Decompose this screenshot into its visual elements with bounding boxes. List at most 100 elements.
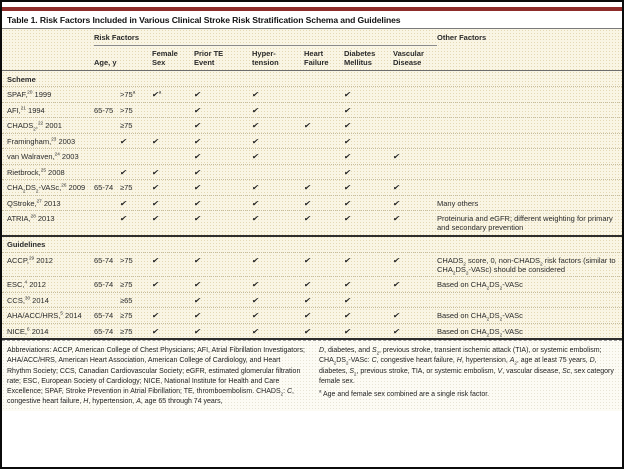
check-mark-icon: ✔ — [392, 198, 401, 208]
check-mark-icon: ✔ — [151, 198, 160, 208]
cell-prior-te-event: ✔ — [193, 152, 252, 161]
column-header-diabetes: Diabetes Mellitus — [344, 49, 376, 67]
cell-prior-te-event: ✔ — [193, 256, 252, 265]
check-mark-icon: ✔ — [303, 198, 312, 208]
table-row: CCS,30 2014 ≥65 ✔ ✔ ✔ ✔ — [2, 291, 622, 308]
age-range-high: >75 — [120, 255, 133, 265]
row-label: van Walraven,24 2003 — [7, 151, 79, 161]
cell-heart-failure: ✔ — [303, 214, 344, 223]
cell-vascular-disease: ✔ — [392, 255, 437, 265]
cell-other-factors: Based on CHA2DS2-VASc — [437, 280, 523, 291]
section-header-guidelines: Guidelines — [2, 234, 622, 252]
row-label: Framingham,23 2003 — [7, 136, 76, 146]
row-label: ATRIA,28 2013 — [7, 213, 55, 223]
check-mark-icon: ✔ — [343, 183, 352, 192]
cell-female-sex: ✔a — [151, 89, 162, 99]
check-mark-icon: ✔ — [151, 90, 160, 99]
footnote-right-column: D, diabetes, and S2, previous stroke, tr… — [319, 346, 617, 411]
cell-hypertension: ✔ — [251, 90, 304, 99]
footnote-a: a Age and female sex combined are a sing… — [319, 388, 490, 399]
cell-vascular-disease: ✔ — [392, 183, 437, 192]
column-header-vascular: Vascular Disease — [393, 49, 424, 67]
check-mark-icon: ✔ — [343, 326, 352, 336]
cell-hypertension: ✔ — [251, 311, 304, 320]
row-label: AHA/ACC/HRS,5 2014 — [7, 310, 82, 320]
check-mark-icon: ✔ — [251, 136, 260, 146]
check-mark-icon: ✔ — [151, 326, 160, 336]
table-row: AHA/ACC/HRS,5 2014 65-74 ≥75 ✔ ✔ ✔ ✔ ✔ ✔ Based on… — [2, 307, 622, 323]
cell-diabetes: ✔ — [343, 198, 393, 208]
cell-hypertension: ✔ — [251, 121, 304, 130]
cell-heart-failure: ✔ — [303, 121, 344, 130]
check-mark-icon: ✔ — [392, 214, 401, 223]
cell-vascular-disease: ✔ — [392, 280, 437, 289]
cell-diabetes: ✔ — [343, 90, 393, 99]
cell-prior-te-event: ✔ — [193, 327, 252, 336]
age-range-high: >75a — [120, 89, 136, 99]
cell-prior-te-event: ✔ — [193, 214, 252, 223]
cell-diabetes: ✔ — [343, 137, 393, 146]
age-range-low — [94, 214, 120, 223]
cell-other-factors: Based on CHA2DS2-VASc — [437, 311, 523, 322]
cell-heart-failure: ✔ — [303, 327, 344, 336]
check-mark-icon: ✔ — [303, 121, 312, 130]
cell-diabetes: ✔ — [343, 214, 393, 223]
cell-heart-failure: ✔ — [303, 295, 344, 305]
age-range-high: ≥75 — [120, 326, 133, 336]
check-mark-icon: ✔ — [251, 255, 260, 265]
check-mark-icon: ✔ — [392, 183, 401, 192]
check-mark-icon: ✔ — [343, 255, 352, 265]
table-row: QStroke,27 2013 ✔ ✔ ✔ ✔ ✔ ✔ ✔ Many others — [2, 194, 622, 211]
cell-age: >75a — [94, 90, 152, 99]
cell-vascular-disease: ✔ — [392, 198, 437, 208]
risk-factor-table: Risk Factors Other Factors Age, y Female… — [2, 29, 622, 340]
cell-other-factors: Proteinuria and eGFR; different weightin… — [437, 214, 613, 232]
check-mark-icon: ✔ — [193, 152, 202, 161]
check-mark-icon: ✔ — [343, 214, 352, 223]
cell-vascular-disease: ✔ — [392, 214, 437, 223]
cell-prior-te-event: ✔ — [193, 136, 252, 146]
check-mark-icon: ✔ — [392, 255, 401, 265]
cell-age: 65-74 ≥75 — [94, 327, 152, 336]
abbreviations-text: Abbreviations: ACCP, American College of… — [7, 347, 305, 406]
cell-hypertension: ✔ — [251, 152, 304, 161]
row-label: ESC,4 2012 — [7, 279, 46, 289]
cell-diabetes: ✔ — [343, 152, 393, 161]
age-range-low — [94, 199, 120, 208]
check-mark-icon: ✔ — [343, 198, 352, 208]
cell-diabetes: ✔ — [343, 326, 393, 336]
check-mark-icon: ✔ — [303, 295, 312, 305]
cell-age: 65-74 ≥75 — [94, 280, 152, 289]
age-range-low — [94, 90, 120, 99]
check-mark-icon: ✔ — [151, 183, 160, 192]
check-mark-icon: ✔ — [251, 90, 260, 99]
age-range-low: 65-74 — [94, 280, 114, 289]
check-mark-icon: ✔ — [193, 136, 202, 146]
table-row: SPAF,20 1999 >75a ✔a ✔ ✔ ✔ — [2, 86, 622, 102]
column-header-heart-failure: Heart Failure — [304, 49, 329, 67]
check-mark-icon: ✔ — [193, 214, 202, 223]
cell-hypertension: ✔ — [251, 136, 304, 146]
check-mark-icon: ✔ — [251, 326, 260, 336]
table-row: ACCP,29 2012 65-74 >75 ✔ ✔ ✔ ✔ ✔ ✔ CHADS2 score, … — [2, 251, 622, 277]
age-range-low — [94, 296, 120, 305]
cell-other-factors: Many others — [437, 198, 479, 208]
cell-heart-failure: ✔ — [303, 183, 344, 192]
cell-prior-te-event: ✔ — [193, 296, 252, 305]
cell-heart-failure: ✔ — [303, 311, 344, 320]
table-row: ESC,4 2012 65-74 ≥75 ✔ ✔ ✔ ✔ ✔ ✔ Based on CHA2DS2… — [2, 276, 622, 292]
age-range-low — [94, 168, 120, 177]
table-row: CHADS2,22 2001 ≥75 ✔ ✔ ✔ ✔ — [2, 117, 622, 133]
cell-heart-failure: ✔ — [303, 280, 344, 289]
age-range-high: ≥75 — [120, 121, 133, 130]
age-range-low: 65-74 — [94, 183, 114, 192]
cell-prior-te-event: ✔ — [193, 121, 252, 130]
check-mark-icon: ✔ — [251, 214, 260, 223]
check-mark-icon: ✔ — [251, 152, 260, 161]
age-range-low: 65-74 — [94, 255, 114, 265]
check-mark-icon: ✔ — [193, 105, 202, 115]
age-range-high: ≥75 — [120, 311, 133, 320]
cell-female-sex: ✔ — [151, 198, 194, 208]
age-range-low: 65-74 — [94, 311, 114, 320]
cell-vascular-disease: ✔ — [392, 152, 437, 161]
